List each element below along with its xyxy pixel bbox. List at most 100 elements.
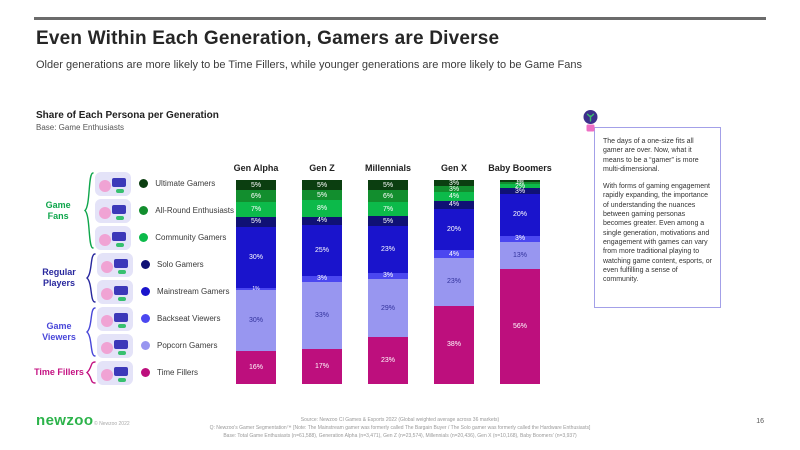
column-header: Gen Alpha: [233, 160, 279, 176]
segment-value-label: 17%: [314, 363, 329, 371]
segment-value-label: 8%: [316, 205, 328, 213]
segment-value-label: 4%: [448, 250, 460, 258]
segment-value-label: 7%: [382, 205, 394, 213]
bar-segment-solo-gamers: 4%: [434, 200, 474, 209]
legend-group-brace: [84, 359, 97, 386]
persona-illustration: [97, 360, 133, 385]
bar-segment-popcorn-gamers: 29%: [368, 278, 408, 338]
segment-value-label: 3%: [514, 187, 526, 195]
legend-group-time-fillers: Time Fillers Time Fillers: [34, 359, 234, 386]
bar-segment-time-fillers: 56%: [500, 268, 540, 384]
bar-segment-backseat-viewers: 1%: [236, 286, 276, 291]
bar-segment-solo-gamers: 5%: [368, 216, 408, 227]
note-paragraph: The days of a one-size fits all gamer ar…: [603, 138, 699, 173]
column-header: Millennials: [365, 160, 411, 176]
column-header-label: Gen Alpha: [233, 163, 279, 173]
bar-segment-popcorn-gamers: 30%: [236, 290, 276, 352]
bar-stack: 3% 3% 4% 4% 20% 4% 23% 38%: [434, 180, 474, 384]
segment-value-label: 4%: [448, 192, 460, 200]
legend-color-dot: [141, 314, 150, 323]
bar-stack: 5% 6% 7% 5% 23% 3% 29% 23%: [368, 180, 408, 384]
legend-group-label: Game Fans: [45, 199, 71, 221]
bar-segment-community-gamers: 8%: [302, 200, 342, 217]
bar-segment-mainstream-gamers: 20%: [434, 208, 474, 251]
source-line: Base: Total Game Enthusiasts (n=61,588),…: [223, 433, 577, 439]
segment-value-label: 38%: [446, 341, 461, 349]
segment-value-label: 23%: [446, 278, 461, 286]
chart-column-baby-boomers: Baby Boomers 1% 1% 2% 3% 20% 3% 13% 56%: [488, 160, 552, 384]
segment-value-label: 29%: [380, 304, 395, 312]
bar-segment-ultimate-gamers: 3%: [434, 179, 474, 187]
segment-value-label: 5%: [382, 217, 394, 225]
bar-stack: 5% 5% 8% 4% 25% 3% 33% 17%: [302, 180, 342, 384]
slide-title: Even Within Each Generation, Gamers are …: [36, 28, 500, 49]
bar-segment-time-fillers: 23%: [368, 337, 408, 384]
column-header: Gen X: [434, 160, 474, 176]
segment-value-label: 5%: [250, 218, 262, 226]
segment-value-label: 4%: [448, 201, 460, 209]
legend-item-all-round-enthusiasts: All-Round Enthusiasts: [95, 197, 234, 224]
bar-segment-community-gamers: 4%: [434, 192, 474, 201]
bar-segment-mainstream-gamers: 25%: [302, 224, 342, 276]
legend-color-dot: [141, 260, 150, 269]
bar-segment-time-fillers: 16%: [236, 351, 276, 384]
segment-value-label: 6%: [382, 192, 394, 200]
bar-segment-ultimate-gamers: 5%: [236, 180, 276, 191]
segment-value-label: 3%: [514, 235, 526, 243]
segment-value-label: 4%: [316, 217, 328, 225]
bar-segment-backseat-viewers: 3%: [368, 272, 408, 279]
bar-segment-ultimate-gamers: 1%: [500, 177, 540, 184]
legend-item-ultimate-gamers: Ultimate Gamers: [95, 170, 234, 197]
source-line: Source: Newzoo CI Games & Esports 2022 (…: [300, 417, 500, 423]
source-line: Q: Newzoo's Gamer Segmentation™ [Note: T…: [209, 425, 591, 431]
legend-items: Backseat Viewers Popcorn Gamers: [97, 305, 220, 359]
column-header: Baby Boomers: [488, 160, 552, 176]
persona-illustration: [97, 333, 133, 358]
segment-value-label: 25%: [314, 246, 329, 254]
bar-segment-community-gamers: 7%: [236, 202, 276, 217]
legend-item-solo-gamers: Solo Gamers: [97, 251, 229, 278]
segment-value-label: 2%: [514, 182, 526, 190]
column-header: Gen Z: [302, 160, 342, 176]
legend-group-game-viewers: Game Viewers Backseat Viewers Popcorn Game…: [34, 305, 234, 359]
bar-segment-time-fillers: 38%: [434, 305, 474, 384]
legend-group-brace: [84, 305, 97, 359]
insight-note-box: The days of a one-size fits all gamer ar…: [583, 110, 721, 308]
bar-segment-popcorn-gamers: 33%: [302, 281, 342, 350]
bar-segment-mainstream-gamers: 20%: [500, 194, 540, 236]
bar-segment-all-round-enthusiasts: 6%: [236, 190, 276, 203]
segment-value-label: 6%: [250, 192, 262, 200]
chart-base-note: Base: Game Enthusiasts: [36, 123, 125, 132]
chart-section-title: Share of Each Persona per Generation: [36, 110, 219, 121]
segment-value-label: 20%: [446, 225, 461, 233]
legend-items: Time Fillers: [97, 359, 198, 386]
segment-value-label: 3%: [448, 185, 460, 193]
note-paragraph: With forms of gaming engagement rapidly …: [603, 183, 712, 284]
top-rule: [34, 17, 766, 20]
segment-value-label: 56%: [512, 322, 527, 330]
bar-segment-solo-gamers: 5%: [236, 216, 276, 227]
legend-color-dot: [141, 287, 150, 296]
segment-value-label: 13%: [512, 251, 527, 259]
legend-color-dot: [141, 368, 150, 377]
legend-item-community-gamers: Community Gamers: [95, 224, 234, 251]
persona-illustration: [97, 252, 133, 277]
bar-stack: 5% 6% 7% 5% 30% 1% 30% 16%: [236, 180, 276, 384]
legend-group-game-fans: Game Fans Ultimate Gamers All-Round Enthus…: [34, 170, 234, 251]
column-header-label: Gen X: [440, 163, 467, 173]
legend-group-regular-players: Regular Players Solo Gamers Mainstream Gam…: [34, 251, 234, 305]
legend-items: Solo Gamers Mainstream Gamers: [97, 251, 229, 305]
chart-column-gen-alpha: Gen Alpha 5% 6% 7% 5% 30% 1% 30% 16%: [233, 160, 279, 384]
segment-value-label: 3%: [448, 179, 460, 187]
chart-column-gen-z: Gen Z 5% 5% 8% 4% 25% 3% 33% 17%: [302, 160, 342, 384]
stacked-bar-chart: Gen Alpha 5% 6% 7% 5% 30% 1% 30% 16% Gen Z 5% 5% 8% 4…: [233, 160, 552, 384]
legend-item-label: Time Fillers: [157, 368, 199, 377]
segment-value-label: 5%: [316, 181, 328, 189]
segment-value-label: 1%: [516, 177, 524, 184]
bar-segment-solo-gamers: 4%: [302, 216, 342, 225]
segment-value-label: 23%: [380, 357, 395, 365]
segment-value-label: 30%: [248, 253, 263, 261]
legend-group-label: Game Viewers: [42, 321, 76, 342]
bar-segment-ultimate-gamers: 5%: [368, 180, 408, 191]
bar-segment-popcorn-gamers: 23%: [434, 258, 474, 306]
